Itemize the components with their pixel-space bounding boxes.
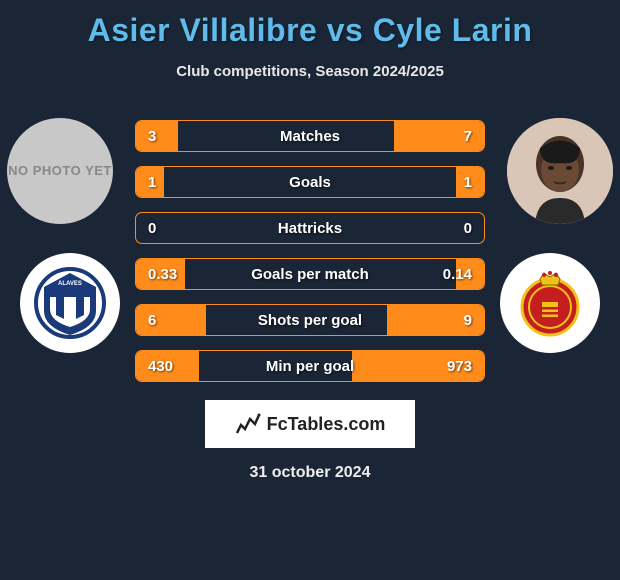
fctables-logo-icon: [235, 411, 261, 437]
player-left-avatar: NO PHOTO YET: [7, 118, 113, 224]
stat-bars: 3 7 Matches 1 1 Goals 0 0 Hattricks 0.33 0.14 Goals…: [135, 120, 485, 382]
branding-badge: FcTables.com: [205, 400, 415, 448]
stat-value-right: 1: [464, 174, 472, 191]
stat-bar: 430 973 Min per goal: [135, 350, 485, 382]
stat-value-left: 0.33: [148, 266, 177, 283]
player-right-avatar: [507, 118, 613, 224]
stat-value-right: 973: [447, 358, 472, 375]
stat-value-left: 430: [148, 358, 173, 375]
comparison-card: Asier Villalibre vs Cyle Larin Club comp…: [0, 0, 620, 482]
stat-label: Shots per goal: [258, 312, 362, 329]
stat-bar: 3 7 Matches: [135, 120, 485, 152]
date-label: 31 october 2024: [250, 464, 371, 482]
bar-fill-left: [136, 121, 178, 151]
stat-value-right: 0.14: [443, 266, 472, 283]
alaves-crest-icon: ALAVES: [34, 267, 106, 339]
bar-fill-left: [136, 305, 206, 335]
mallorca-crest-icon: [514, 267, 586, 339]
stat-bar: 0.33 0.14 Goals per match: [135, 258, 485, 290]
stat-label: Hattricks: [278, 220, 342, 237]
stat-value-right: 0: [464, 220, 472, 237]
stat-bar: 0 0 Hattricks: [135, 212, 485, 244]
stat-value-right: 7: [464, 128, 472, 145]
stat-label: Goals per match: [251, 266, 369, 283]
subtitle: Club competitions, Season 2024/2025: [176, 63, 444, 80]
stat-value-right: 9: [464, 312, 472, 329]
stat-value-left: 1: [148, 174, 156, 191]
club-right-crest: [500, 253, 600, 353]
player-photo-icon: [507, 118, 613, 224]
club-left-crest: ALAVES: [20, 253, 120, 353]
stat-label: Matches: [280, 128, 340, 145]
page-title: Asier Villalibre vs Cyle Larin: [88, 12, 533, 49]
branding-text: FcTables.com: [267, 414, 386, 435]
stat-label: Goals: [289, 174, 331, 191]
svg-text:ALAVES: ALAVES: [58, 281, 82, 287]
stat-value-left: 3: [148, 128, 156, 145]
no-photo-label: NO PHOTO YET: [8, 164, 112, 178]
stat-bar: 1 1 Goals: [135, 166, 485, 198]
comparison-body: NO PHOTO YET ALA: [0, 120, 620, 382]
stat-label: Min per goal: [266, 358, 354, 375]
stat-value-left: 0: [148, 220, 156, 237]
stat-value-left: 6: [148, 312, 156, 329]
stat-bar: 6 9 Shots per goal: [135, 304, 485, 336]
